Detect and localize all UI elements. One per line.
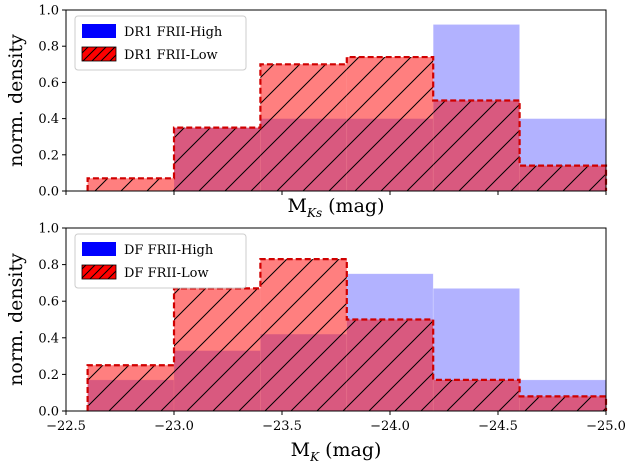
- bar-low-hatch: [433, 379, 520, 411]
- legend-swatch-low-hatch: [82, 265, 116, 279]
- y-tick-label: 1.0: [38, 222, 59, 237]
- bar-low-hatch: [260, 259, 347, 411]
- y-tick-label: 0.0: [38, 405, 59, 420]
- legend-swatch-high: [82, 24, 116, 38]
- legend-label-high: DR1 FRII-High: [124, 25, 223, 40]
- bar-low-hatch: [519, 396, 606, 411]
- legend: DF FRII-High DF FRII-Low: [74, 233, 247, 289]
- low-series-outline: [86, 258, 608, 411]
- x-tick-label: −22.5: [46, 419, 86, 434]
- bar-low-hatch: [174, 288, 261, 411]
- legend-label-low: DF FRII-Low: [124, 266, 209, 281]
- y-axis-label: norm. density: [5, 253, 27, 386]
- y-tick-label: 0.6: [38, 76, 59, 91]
- y-tick-label: 0.2: [38, 368, 59, 383]
- bar-low-hatch: [519, 165, 606, 191]
- bar-low-hatch: [346, 57, 434, 192]
- x-tick-label: −24.5: [478, 419, 518, 434]
- axes-frame: [65, 9, 607, 192]
- legend-swatch-high: [82, 242, 116, 256]
- y-tick-label: 1.0: [38, 4, 59, 19]
- legend: DR1 FRII-High DR1 FRII-Low: [74, 15, 247, 71]
- x-axis-label: MK (mag): [291, 439, 382, 464]
- chart-panel-1: 0.0 0.2 0.4 0.6 0.8 1.0 MKs (mag) norm. density…: [5, 4, 608, 220]
- y-tick-label: 0.8: [38, 40, 59, 55]
- y-tick-label: 0.2: [38, 148, 59, 163]
- legend-label-high: DF FRII-High: [124, 243, 214, 258]
- x-tick-label: −23.5: [262, 419, 302, 434]
- legend-box: [74, 15, 247, 71]
- axes-frame: [65, 227, 607, 412]
- x-tick-label: −23.0: [154, 419, 194, 434]
- y-tick-label: 0.4: [38, 112, 59, 127]
- y-tick-label: 0.4: [38, 331, 59, 346]
- bar-low-hatch: [87, 178, 174, 191]
- x-axis-label: MKs (mag): [288, 195, 385, 220]
- chart-panel-2: 0.0 0.2 0.4 0.6 0.8 1.0 −22.5 −23.0 −23.5 −24.0 −2…: [5, 222, 626, 465]
- y-tick-label: 0.8: [38, 258, 59, 273]
- x-tick-label: −24.0: [370, 419, 410, 434]
- legend-box: [74, 233, 247, 289]
- y-tick-label: 0.6: [38, 295, 59, 310]
- bar-low-hatch: [87, 365, 174, 411]
- bar-low-hatch: [174, 127, 261, 191]
- y-axis-label: norm. density: [5, 34, 27, 167]
- bar-low-hatch: [260, 64, 347, 191]
- low-series-outline: [86, 55, 608, 191]
- legend-swatch-low-hatch: [82, 47, 116, 61]
- x-tick-label: −25.0: [586, 419, 626, 434]
- legend-label-low: DR1 FRII-Low: [124, 48, 218, 63]
- y-tick-label: 0.0: [38, 185, 59, 200]
- bar-low-hatch: [433, 100, 520, 191]
- bar-low-hatch: [346, 319, 434, 411]
